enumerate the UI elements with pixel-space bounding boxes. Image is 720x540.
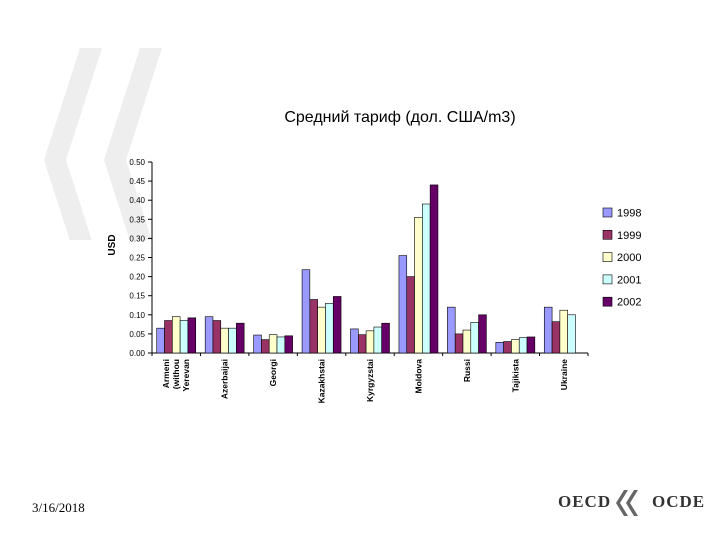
bar-2001-7 (470, 322, 479, 354)
legend-label-2000: 2000 (617, 252, 641, 264)
category-label: Moldova (413, 359, 423, 394)
y-tick-label: 0.15 (129, 292, 145, 301)
bar-2002-5 (381, 322, 390, 354)
bar-2000-3 (268, 334, 278, 354)
bar-2000-7 (462, 329, 472, 354)
y-axis-label: USD (107, 234, 118, 255)
category-label: (withou (171, 359, 181, 389)
bar-2000-5 (365, 330, 375, 354)
y-tick-label: 0.50 (129, 158, 145, 167)
y-tick-label: 0.20 (129, 273, 145, 282)
bar-2000-9 (559, 309, 568, 354)
y-tick-label: 0.25 (129, 254, 145, 263)
bar-1999-4 (309, 299, 318, 354)
bar-2002-3 (284, 335, 293, 354)
bar-2002-6 (429, 184, 439, 354)
legend-label-2002: 2002 (617, 297, 641, 309)
category-label: Kyrgyzstai (365, 359, 375, 402)
bar-2000-8 (511, 339, 520, 354)
logo-text-right: OCDE (652, 492, 706, 511)
bar-1998-9 (543, 306, 553, 354)
bar-2001-9 (567, 314, 576, 354)
guillemet-decoration-icon (44, 48, 162, 240)
logo-guillemet-icon (616, 490, 638, 516)
bar-2000-2 (220, 327, 229, 354)
bar-2000-4 (317, 306, 326, 354)
category-label: Yerevan (181, 359, 191, 392)
category-label: Tajikista (510, 359, 520, 393)
category-label: Ukraine (559, 359, 569, 390)
y-tick-label: 0.40 (129, 196, 145, 205)
bar-2002-7 (478, 314, 487, 354)
bar-1999-6 (406, 276, 415, 354)
y-tick-label: 0.10 (129, 311, 145, 320)
legend-label-2001: 2001 (617, 274, 641, 286)
bar-1998-8 (495, 342, 504, 354)
y-tick-label: 0.45 (129, 177, 145, 186)
bar-1999-2 (212, 320, 222, 354)
bar-1999-7 (454, 333, 464, 354)
bar-1999-3 (261, 339, 270, 354)
bar-1999-8 (503, 341, 512, 354)
bar-2000-6 (414, 217, 423, 354)
legend-swatch-1999 (602, 230, 613, 240)
category-label: Georgi (268, 359, 278, 386)
bar-2001-8 (518, 337, 528, 354)
category-label: Azerbaijai (220, 359, 230, 399)
legend-swatch-2000 (602, 252, 613, 262)
category-label: Armeni (161, 359, 171, 388)
y-tick-label: 0.35 (129, 215, 145, 224)
bar-1998-4 (301, 269, 311, 354)
y-tick-label: 0.00 (129, 349, 145, 358)
category-label: Kazakhstai (317, 359, 327, 403)
bar-1998-7 (447, 306, 456, 354)
bar-2001-6 (422, 203, 431, 354)
category-label: Russi (462, 359, 472, 382)
legend-label-1999: 1999 (617, 230, 641, 242)
bar-2002-2 (236, 322, 245, 354)
bar-2001-3 (276, 336, 286, 354)
y-tick-label: 0.30 (129, 234, 145, 243)
bar-1998-5 (350, 328, 359, 354)
bar-2002-1 (187, 317, 197, 354)
bar-1998-6 (398, 255, 408, 354)
legend-swatch-2002 (602, 296, 613, 307)
slide-date: 3/16/2018 (32, 500, 85, 515)
bar-2001-2 (228, 327, 237, 354)
bar-1999-5 (357, 334, 367, 354)
bar-1998-1 (156, 327, 165, 354)
legend-label-1998: 1998 (617, 208, 641, 220)
bar-2000-1 (172, 316, 181, 354)
bar-1999-9 (551, 321, 561, 354)
logo-text-left: OECD (558, 492, 612, 511)
bar-1998-3 (253, 334, 262, 354)
bar-2001-5 (373, 326, 382, 354)
bar-2002-4 (332, 296, 342, 354)
bar-1999-1 (164, 320, 173, 354)
chart-title: Средний тариф (дол. США/m3) (284, 109, 516, 126)
legend-swatch-2001 (602, 274, 613, 285)
bar-2001-4 (325, 303, 334, 354)
legend-swatch-1998 (602, 207, 613, 218)
bar-1998-2 (204, 316, 214, 354)
bar-2001-1 (179, 320, 189, 354)
y-tick-label: 0.05 (129, 330, 145, 339)
oecd-logo: OECD OCDE (552, 488, 706, 520)
bar-2002-8 (526, 336, 536, 354)
